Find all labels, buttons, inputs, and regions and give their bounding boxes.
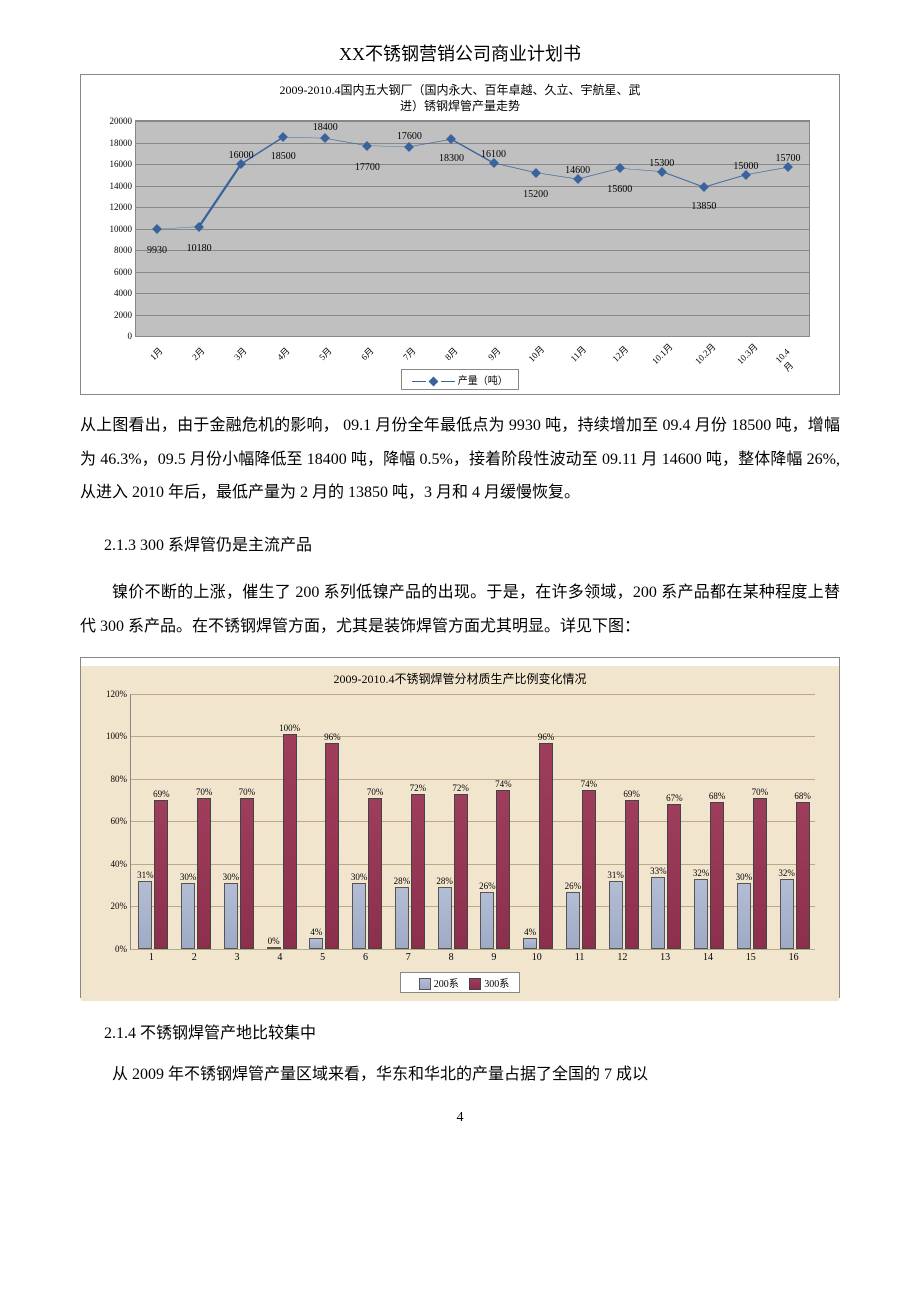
subtitle-213: 2.1.3 300 系焊管仍是主流产品 [80,530,840,562]
chart2-legend-300: 300系 [484,979,509,990]
page-number: 4 [80,1110,840,1126]
chart1-legend: 产量（吨） [85,369,835,390]
subtitle-214: 2.1.4 不锈钢焊管产地比较集中 [80,1018,840,1050]
paragraph-3: 从 2009 年不锈钢焊管产量区域来看，华东和华北的产量占据了全国的 7 成以 [80,1058,840,1092]
chart1-legend-label: 产量（吨） [458,376,508,387]
chart2-legend: 200系 300系 [85,968,835,998]
chart2-title: 2009-2010.4不锈钢焊管分材质生产比例变化情况 [85,666,835,694]
chart1-plot-area: 0200040006000800010000120001400016000180… [135,120,810,337]
chart2-plot-area: 0%20%40%60%80%100%120%31%69%30%70%30%70%… [130,694,815,950]
chart1-title-line1: 2009-2010.4国内五大钢厂（国内永大、百年卓越、久立、宇航星、武 [280,83,641,97]
chart1-title-line2: 进）锈钢焊管产量走势 [400,99,520,113]
paragraph-1: 从上图看出，由于金融危机的影响， 09.1 月份全年最低点为 9930 吨，持续… [80,409,840,510]
chart1-title: 2009-2010.4国内五大钢厂（国内永大、百年卓越、久立、宇航星、武 进）锈… [85,83,835,114]
page-header: XX不锈钢营销公司商业计划书 [80,40,840,66]
chart1-xaxis: 1月2月3月4月5月6月7月8月9月10月11月12月10.1月10.2月10.… [135,341,810,363]
chart2-legend-200: 200系 [434,979,459,990]
chart2-container: 2009-2010.4不锈钢焊管分材质生产比例变化情况 0%20%40%60%8… [80,657,840,998]
paragraph-2: 镍价不断的上涨，催生了 200 系列低镍产品的出现。于是，在许多领域，200 系… [80,576,840,643]
chart1-container: 2009-2010.4国内五大钢厂（国内永大、百年卓越、久立、宇航星、武 进）锈… [80,74,840,395]
chart2-xaxis: 12345678910111213141516 [130,952,815,968]
